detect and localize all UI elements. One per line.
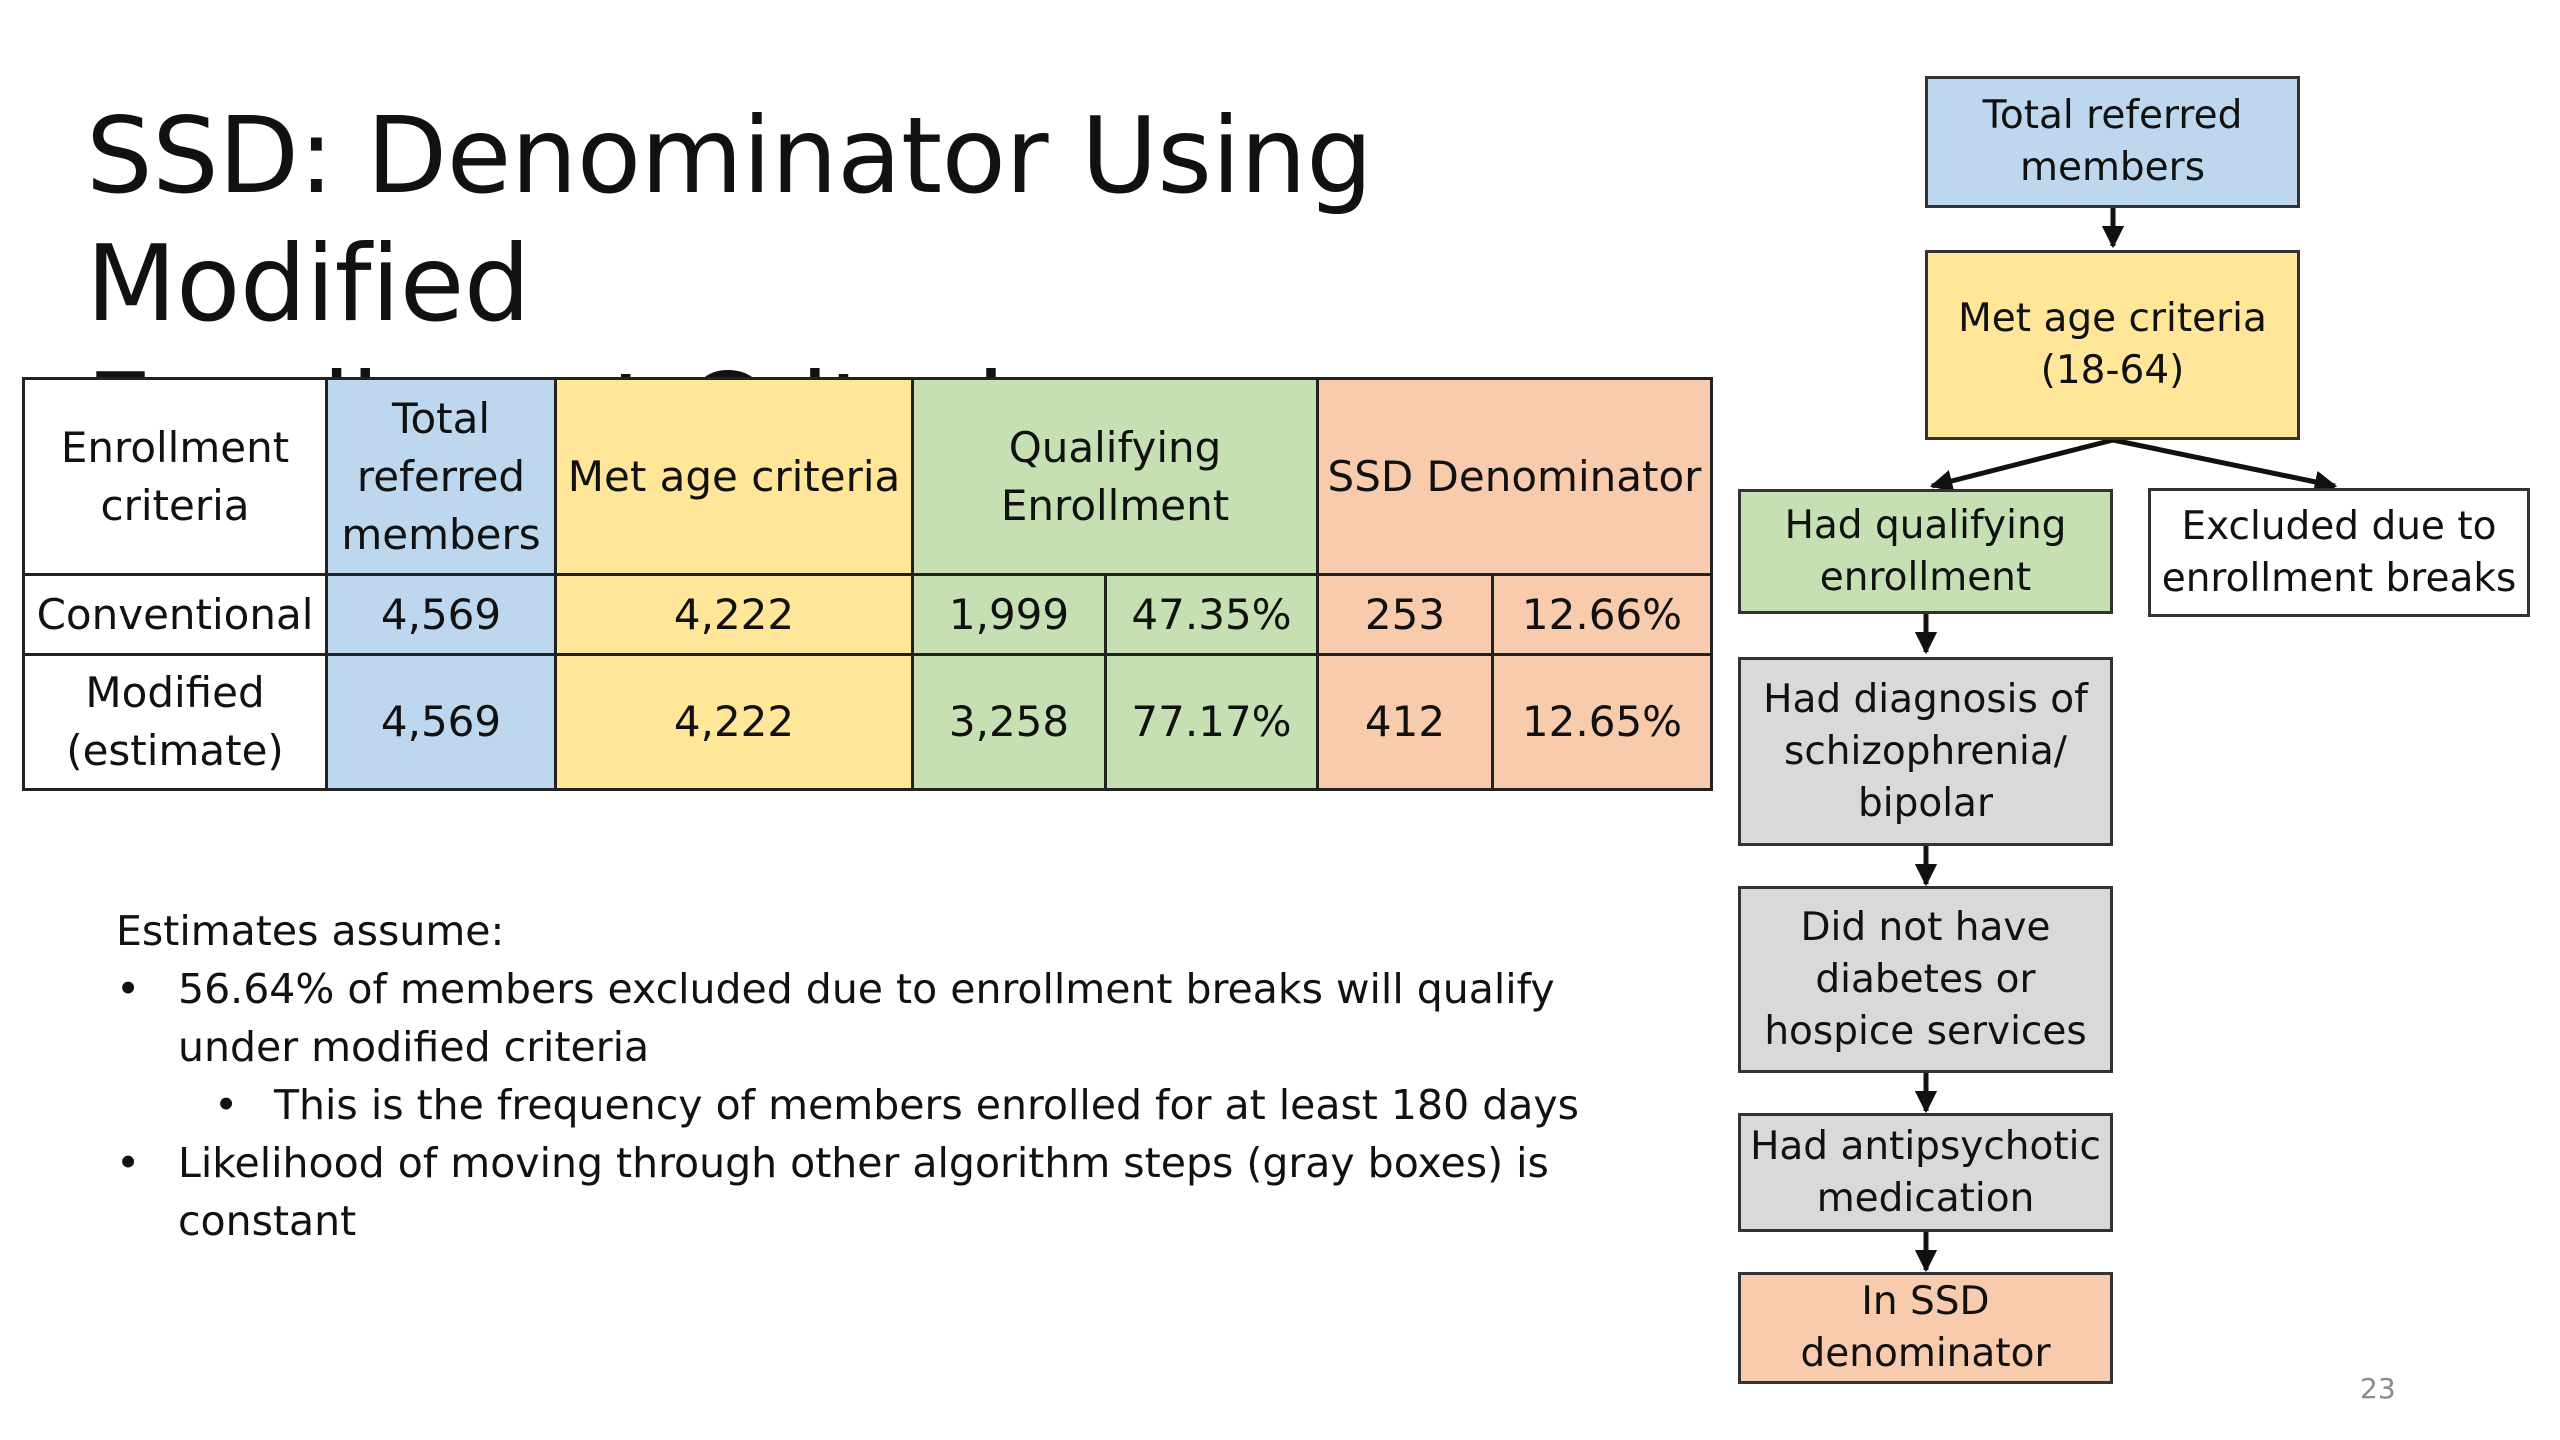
arrow-age-to-qualifying [1929, 437, 2114, 492]
cell-ssd-count: 253 [1316, 573, 1494, 656]
flow-box-excluded: Excluded due to enrollment breaks [2148, 488, 2530, 617]
cell-age: 4,222 [554, 653, 914, 791]
flow-box-in-ssd-denominator: In SSD denominator [1738, 1272, 2113, 1384]
cell-qualifying-percent: 47.35% [1104, 573, 1319, 656]
cell-ssd-count: 412 [1316, 653, 1494, 791]
title-line-1: SSD: Denominator Using Modified [86, 95, 1373, 345]
cell-ssd-percent: 12.66% [1491, 573, 1713, 656]
flow-box-total-referred: Total referred members [1925, 76, 2300, 208]
cell-ssd-percent: 12.65% [1491, 653, 1713, 791]
arrow-age-to-excluded [2112, 437, 2338, 493]
header-ssd-denominator: SSD Denominator [1316, 377, 1713, 576]
page-number: 23 [2360, 1372, 2396, 1405]
table-header-row: Enrollment criteria Total referred members … [22, 377, 1713, 576]
header-met-age: Met age criteria [554, 377, 914, 576]
cell-qualifying-percent: 77.17% [1104, 653, 1319, 791]
bullet-dot: • [116, 965, 141, 1013]
bullet-dot: • [214, 1081, 239, 1129]
flow-box-qualifying-enrollment: Had qualifying enrollment [1738, 489, 2113, 614]
table-row-modified: Modified (estimate) 4,569 4,222 3,258 77.… [22, 653, 1713, 791]
cell-age: 4,222 [554, 573, 914, 656]
sub-bullet-item: • This is the frequency of members enrol… [116, 1076, 1616, 1134]
flow-box-diagnosis: Had diagnosis of schizophrenia/bipolar [1738, 657, 2113, 846]
bullet-item: • Likelihood of moving through other alg… [116, 1134, 1616, 1250]
cell-qualifying-count: 1,999 [911, 573, 1107, 656]
header-total-referred: Total referred members [325, 377, 557, 576]
bullet-dot: • [116, 1139, 141, 1187]
flow-box-antipsychotic: Had antipsychotic medication [1738, 1113, 2113, 1232]
flow-box-no-diabetes: Did not have diabetes or hospice services [1738, 886, 2113, 1073]
table-row-conventional: Conventional 4,569 4,222 1,999 47.35% 25… [22, 573, 1713, 656]
header-qualifying-enrollment: Qualifying Enrollment [911, 377, 1319, 576]
flow-box-met-age: Met age criteria (18-64) [1925, 250, 2300, 440]
estimate-notes: Estimates assume: • 56.64% of members ex… [116, 902, 1616, 1250]
row-label: Conventional [22, 573, 328, 656]
cell-total: 4,569 [325, 653, 557, 791]
header-enrollment-criteria: Enrollment criteria [22, 377, 328, 576]
enrollment-table: Enrollment criteria Total referred members … [22, 377, 1713, 791]
bullet-item: • 56.64% of members excluded due to enro… [116, 960, 1616, 1076]
cell-total: 4,569 [325, 573, 557, 656]
cell-qualifying-count: 3,258 [911, 653, 1107, 791]
row-label: Modified (estimate) [22, 653, 328, 791]
notes-heading: Estimates assume: [116, 907, 505, 955]
